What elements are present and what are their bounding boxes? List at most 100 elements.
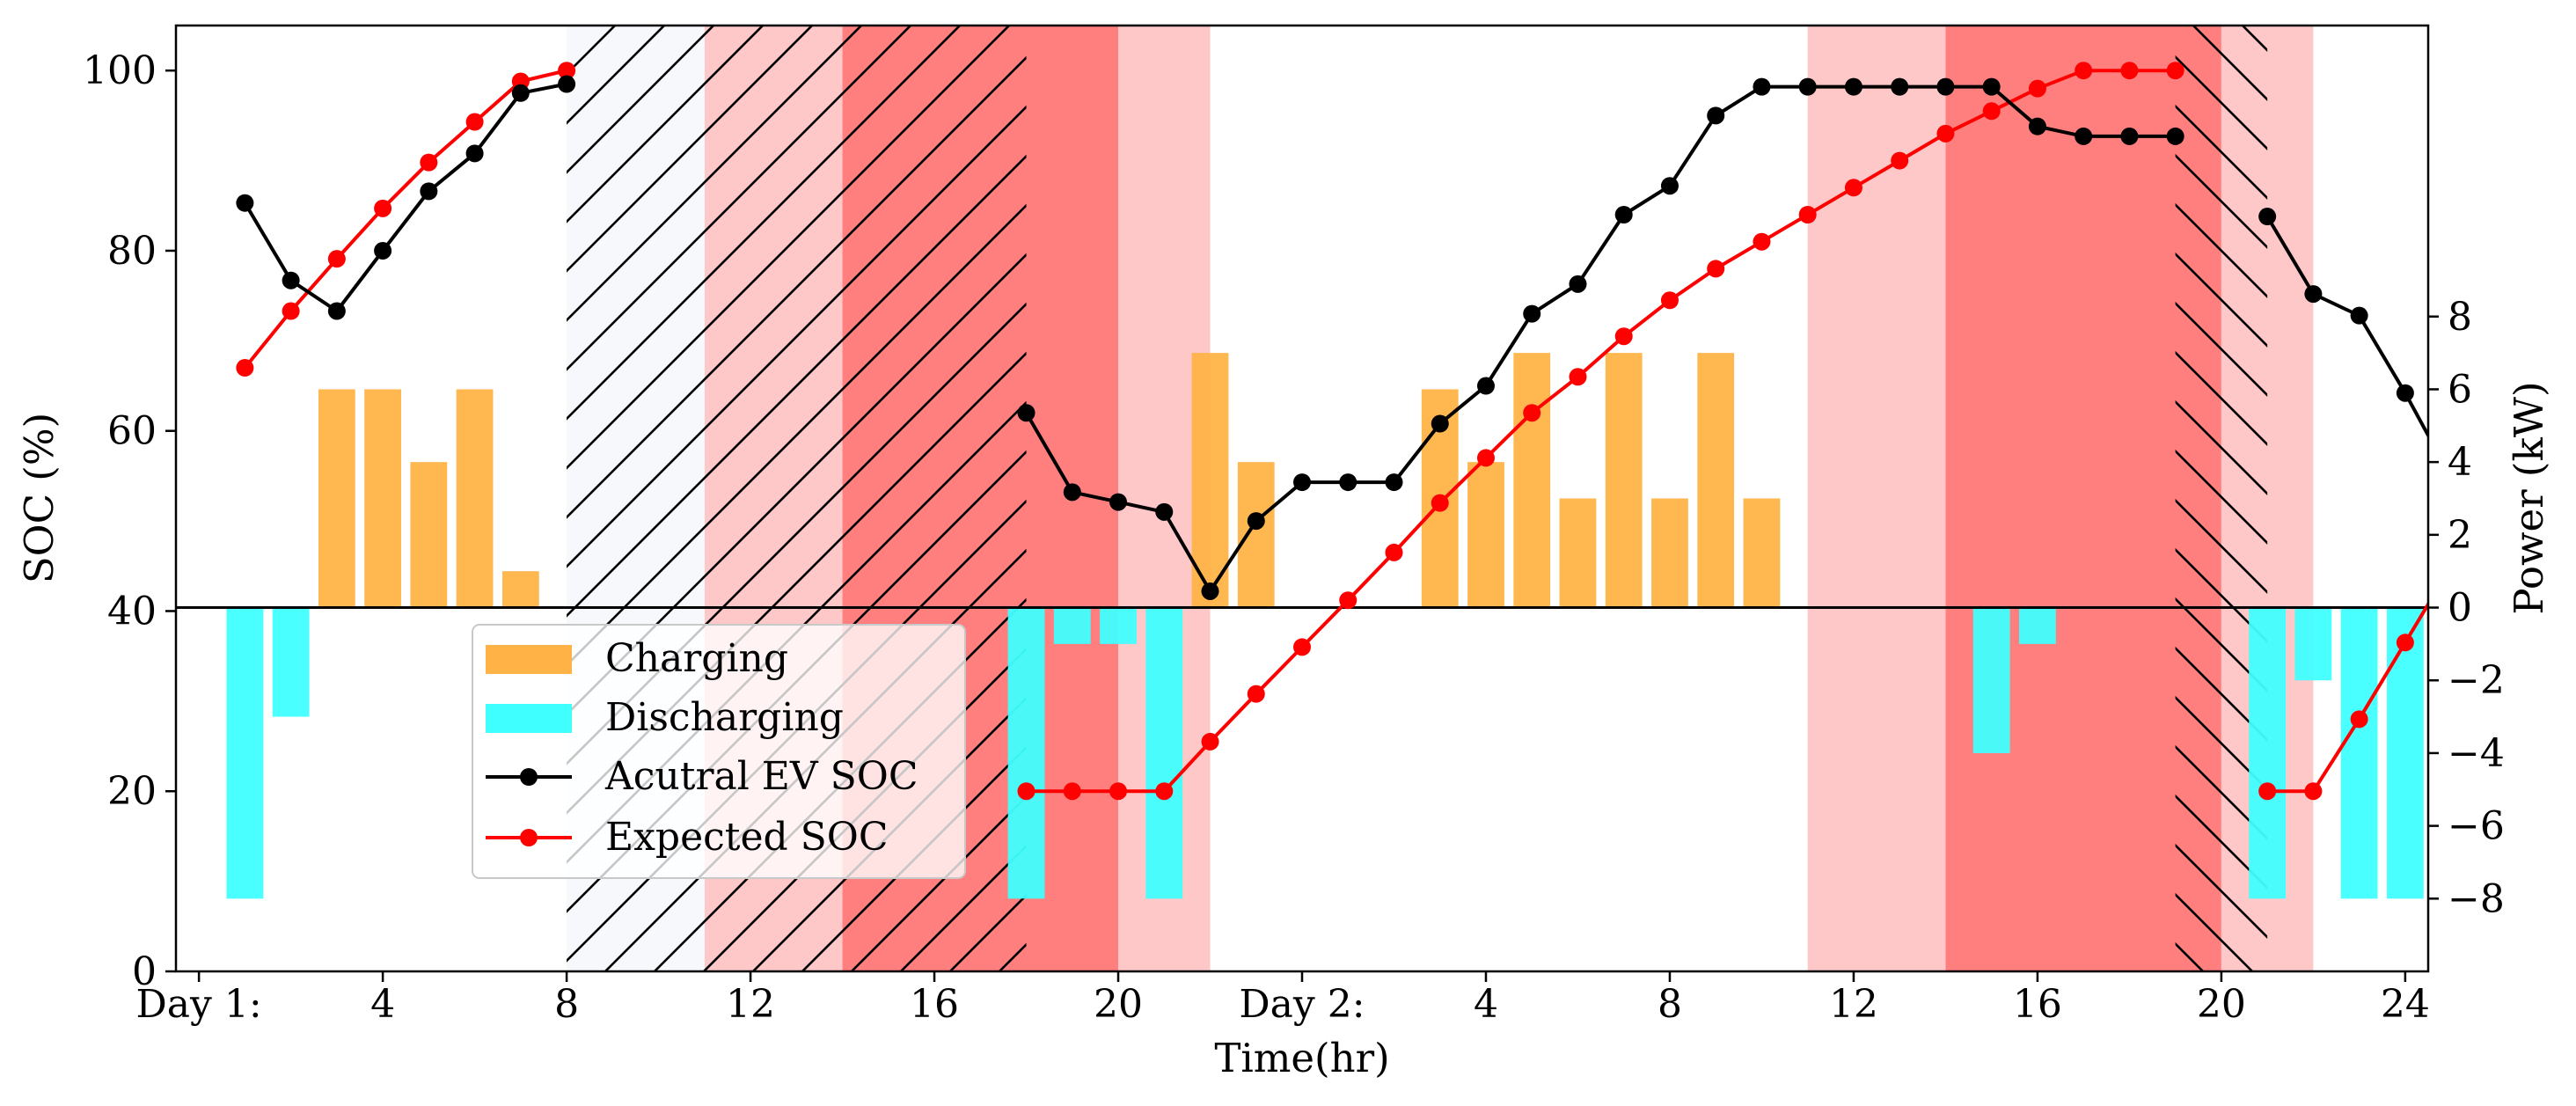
- expected-soc-point-1-21: [1982, 102, 2001, 121]
- expected-soc-point-1-1: [1063, 782, 1081, 801]
- right-axis-ticks: −8 −6 −4 −2 0 2 4 6 8: [2428, 295, 2505, 921]
- actual-soc-point-1-21: [1982, 77, 2001, 96]
- left-tick-label-4: 80: [107, 229, 157, 274]
- legend: Charging Discharging Acutral EV SOC Expe…: [472, 624, 966, 879]
- x-tick-label-4: 16: [910, 982, 959, 1027]
- actual-soc-point-1-17: [1798, 77, 1817, 96]
- charging-bar-5: [456, 389, 494, 608]
- discharging-bar-0: [226, 607, 264, 899]
- actual-soc-point-2-0: [2258, 208, 2277, 226]
- actual-soc-point-0-7: [558, 75, 576, 93]
- right-tick-label-5: 2: [2448, 513, 2472, 558]
- left-axis-label: SOC (%): [16, 413, 62, 583]
- right-tick-label-1: −6: [2448, 804, 2505, 849]
- actual-soc-point-1-24: [2120, 127, 2139, 145]
- legend-marker-actual: [520, 768, 538, 786]
- actual-soc-point-1-8: [1385, 473, 1403, 492]
- expected-soc-point-1-6: [1293, 638, 1311, 656]
- expected-soc-point-1-19: [1891, 151, 1909, 170]
- actual-soc-point-2-1: [2304, 285, 2323, 304]
- x-tick-label-1: 4: [370, 982, 395, 1027]
- actual-soc-point-0-4: [420, 182, 438, 201]
- actual-soc-point-1-4: [1201, 582, 1219, 600]
- actual-soc-point-1-6: [1293, 473, 1311, 492]
- discharging-bar-24: [2294, 607, 2332, 681]
- actual-soc-point-0-2: [327, 302, 346, 320]
- actual-soc-point-1-15: [1707, 106, 1725, 125]
- expected-soc-point-2-3: [2396, 634, 2414, 652]
- legend-label-expected-soc: Expected SOC: [605, 815, 889, 860]
- actual-soc-point-1-20: [1936, 77, 1955, 96]
- x-tick-label-12: 24: [2381, 982, 2430, 1027]
- expected-soc-point-0-7: [558, 62, 576, 80]
- expected-soc-point-0-3: [374, 199, 392, 217]
- actual-soc-point-1-18: [1844, 77, 1862, 96]
- actual-soc-point-1-23: [2075, 127, 2093, 145]
- expected-soc-point-1-20: [1936, 124, 1955, 143]
- right-tick-label-6: 4: [2448, 440, 2472, 485]
- discharging-bar-7: [1007, 607, 1045, 899]
- x-axis-ticks: Day 1: 4 8 12 16 20 Day 2: 4 8 12 16 20 24: [136, 971, 2430, 1027]
- right-tick-label-4: 0: [2448, 586, 2472, 631]
- expected-soc-point-1-22: [2028, 79, 2046, 98]
- expected-soc-point-1-14: [1660, 291, 1679, 310]
- expected-soc-point-1-12: [1569, 368, 1587, 386]
- left-tick-label-0: 0: [132, 949, 157, 994]
- right-axis-label: Power (kW): [2506, 381, 2552, 614]
- legend-swatch-discharging: [486, 704, 572, 733]
- actual-soc-point-0-1: [282, 271, 300, 289]
- x-tick-label-5: 20: [1094, 982, 1143, 1027]
- actual-soc-point-0-0: [236, 194, 254, 212]
- actual-soc-line-0: [243, 82, 567, 313]
- expected-soc-point-1-10: [1476, 449, 1495, 467]
- actual-soc-point-1-11: [1523, 304, 1541, 323]
- soc-lines: [236, 62, 2428, 801]
- legend-entry-charging: Charging: [486, 636, 788, 681]
- expected-soc-point-1-23: [2075, 62, 2093, 80]
- expected-soc-point-1-24: [2120, 62, 2139, 80]
- expected-soc-point-1-5: [1247, 685, 1265, 703]
- expected-soc-point-1-17: [1798, 206, 1817, 223]
- expected-soc-point-1-0: [1017, 782, 1036, 801]
- expected-soc-point-0-0: [236, 359, 254, 377]
- x-tick-label-0: Day 1:: [136, 982, 262, 1027]
- x-tick-label-10: 16: [2013, 982, 2062, 1027]
- x-tick-label-3: 12: [726, 982, 775, 1027]
- actual-soc-point-1-7: [1339, 473, 1358, 492]
- charging-bar-12: [1237, 462, 1275, 608]
- legend-marker-expected: [520, 829, 538, 846]
- expected-soc-point-1-9: [1431, 494, 1449, 512]
- discharging-bar-21: [1972, 607, 2010, 753]
- expected-soc-point-1-13: [1614, 327, 1633, 346]
- discharging-bar-10: [1145, 607, 1183, 899]
- expected-soc-point-0-4: [420, 153, 438, 172]
- right-tick-label-7: 6: [2448, 367, 2472, 412]
- expected-soc-point-0-2: [327, 250, 346, 268]
- actual-soc-point-1-13: [1614, 206, 1633, 223]
- discharging-bar-26: [2386, 607, 2424, 899]
- left-tick-label-1: 20: [107, 769, 157, 814]
- charging-bar-17: [1605, 353, 1643, 608]
- expected-soc-point-1-3: [1155, 782, 1174, 801]
- expected-soc-point-1-4: [1201, 732, 1219, 751]
- actual-soc-point-1-22: [2028, 117, 2046, 136]
- charging-bar-18: [1651, 498, 1688, 608]
- discharging-bar-8: [1053, 607, 1091, 644]
- charging-bar-14: [1467, 462, 1504, 608]
- actual-soc-point-0-3: [374, 241, 392, 260]
- expected-soc-point-2-0: [2258, 782, 2277, 801]
- expected-soc-point-1-15: [1707, 260, 1725, 278]
- charging-bar-3: [364, 389, 401, 608]
- actual-soc-point-1-9: [1431, 414, 1449, 433]
- charging-bar-6: [501, 571, 539, 608]
- actual-soc-point-1-10: [1476, 377, 1495, 395]
- expected-soc-point-1-16: [1753, 232, 1771, 251]
- x-tick-label-2: 8: [554, 982, 579, 1027]
- band-light-3: [1807, 26, 1946, 971]
- left-tick-label-2: 40: [107, 589, 157, 634]
- discharging-bar-25: [2340, 607, 2378, 899]
- expected-soc-point-1-18: [1844, 179, 1862, 197]
- legend-label-discharging: Discharging: [605, 695, 844, 740]
- actual-soc-point-1-12: [1569, 275, 1587, 293]
